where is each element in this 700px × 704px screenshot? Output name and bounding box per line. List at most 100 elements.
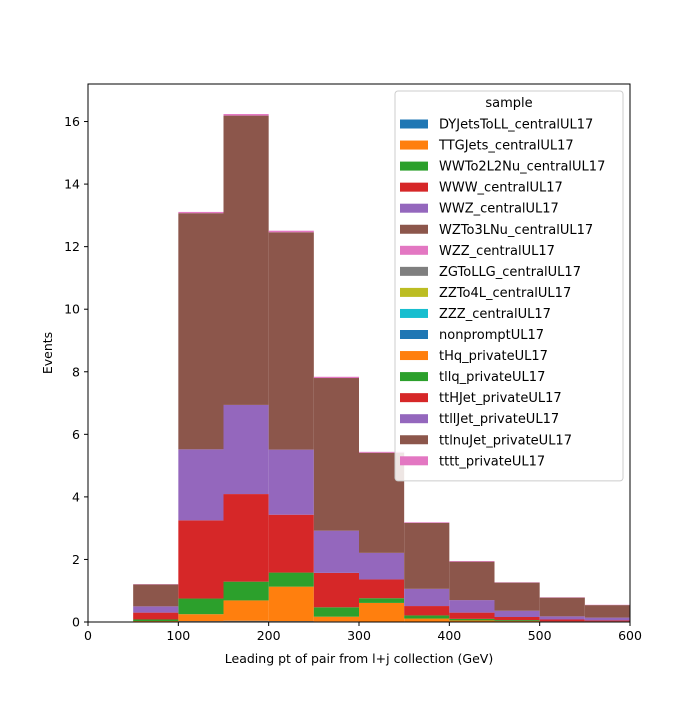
histogram-bar — [495, 583, 540, 611]
legend-swatch — [400, 246, 428, 255]
histogram-bar — [133, 584, 178, 606]
histogram-bar — [495, 611, 540, 617]
histogram-bar — [269, 587, 314, 621]
histogram-bar — [224, 600, 269, 620]
x-tick-label: 400 — [437, 628, 461, 643]
histogram-bar — [585, 605, 630, 618]
histogram-bar — [585, 618, 630, 621]
legend-swatch — [400, 414, 428, 423]
histogram-bar — [540, 598, 585, 617]
legend-swatch — [400, 435, 428, 444]
y-tick-label: 4 — [72, 489, 80, 504]
histogram-bar — [314, 607, 359, 616]
histogram-bar — [449, 561, 494, 562]
histogram-bar — [585, 620, 630, 621]
legend-swatch — [400, 309, 428, 318]
y-tick-label: 8 — [72, 364, 80, 379]
legend-entry-label: DYJetsToLL_centralUL17 — [439, 118, 593, 133]
legend-entry-label: WWZ_centralUL17 — [439, 202, 559, 217]
legend-entry-label: nonpromptUL17 — [439, 328, 544, 343]
histogram-bar — [404, 589, 449, 606]
histogram-bar — [359, 598, 404, 603]
legend-entry-label: ttlnuJet_privateUL17 — [439, 433, 572, 448]
legend-swatch — [400, 393, 428, 402]
histogram-bar — [224, 116, 269, 405]
histogram-bar — [495, 620, 540, 621]
histogram-bar — [314, 378, 359, 531]
histogram-bar — [359, 603, 404, 622]
legend-entry-label: tHq_privateUL17 — [439, 349, 548, 364]
histogram-bar — [404, 606, 449, 615]
histogram-bar — [449, 619, 494, 621]
legend-title: sample — [485, 96, 532, 111]
legend-swatch — [400, 120, 428, 129]
histogram-bar — [314, 377, 359, 378]
histogram-bar — [404, 615, 449, 618]
histogram-bar — [314, 573, 359, 607]
histogram-bar — [178, 614, 223, 621]
legend-entry-label: ZGToLLG_centralUL17 — [439, 265, 581, 280]
histogram-bar — [449, 562, 494, 600]
x-tick-label: 600 — [618, 628, 642, 643]
histogram-bar — [314, 531, 359, 573]
legend-swatch — [400, 372, 428, 381]
legend-entry-label: tttt_privateUL17 — [439, 454, 545, 469]
legend-entry-label: WZTo3LNu_centralUL17 — [439, 223, 593, 238]
y-tick-label: 2 — [72, 552, 80, 567]
legend-entry-label: TTGJets_centralUL17 — [438, 139, 574, 154]
legend-entry-label: ZZZ_centralUL17 — [439, 307, 551, 322]
legend-swatch — [400, 225, 428, 234]
y-tick-label: 12 — [64, 239, 80, 254]
histogram-bar — [359, 579, 404, 598]
legend-swatch — [400, 330, 428, 339]
legend-swatch — [400, 267, 428, 276]
legend-entry-label: ttHJet_privateUL17 — [439, 391, 562, 406]
x-tick-label: 0 — [84, 628, 92, 643]
histogram-bar — [133, 613, 178, 620]
legend-swatch — [400, 288, 428, 297]
histogram-bar — [404, 523, 449, 589]
legend-entry-label: ZZTo4L_centralUL17 — [439, 286, 571, 301]
legend-swatch — [400, 141, 428, 150]
histogram-bar — [359, 553, 404, 580]
legend: sample DYJetsToLL_centralUL17 TTGJets_cen… — [395, 91, 623, 481]
histogram-bar — [178, 212, 223, 213]
histogram-bar — [224, 405, 269, 494]
histogram-bar — [404, 619, 449, 622]
legend-entry-label: WZZ_centralUL17 — [439, 244, 555, 259]
legend-entry-label: ttllJet_privateUL17 — [439, 412, 559, 427]
x-tick-label: 200 — [257, 628, 281, 643]
histogram-bar — [178, 599, 223, 615]
histogram-bar — [178, 213, 223, 449]
histogram-bar — [133, 619, 178, 621]
y-axis-label: Events — [40, 332, 55, 374]
y-tick-label: 16 — [64, 114, 80, 129]
histogram-bar — [269, 231, 314, 233]
histogram-bar — [224, 582, 269, 601]
histogram-bar — [178, 520, 223, 598]
histogram-bar — [540, 616, 585, 619]
histogram-bar — [269, 232, 314, 449]
histogram-bar — [314, 617, 359, 622]
histogram-bar — [540, 619, 585, 621]
legend-swatch — [400, 456, 428, 465]
histogram-bar — [449, 600, 494, 613]
histogram-bar — [133, 606, 178, 612]
legend-swatch — [400, 183, 428, 192]
y-tick-label: 6 — [72, 427, 80, 442]
x-axis-label: Leading pt of pair from l+j collection (… — [225, 651, 493, 666]
x-tick-label: 300 — [347, 628, 371, 643]
legend-entry-label: tllq_privateUL17 — [439, 370, 545, 385]
legend-swatch — [400, 351, 428, 360]
histogram-bar — [269, 450, 314, 515]
legend-entry-label: WWW_centralUL17 — [439, 181, 563, 196]
x-tick-label: 100 — [166, 628, 190, 643]
histogram-bar — [269, 515, 314, 573]
y-tick-label: 14 — [64, 177, 80, 192]
histogram-bar — [495, 617, 540, 620]
histogram-bar — [449, 613, 494, 619]
histogram-bar — [404, 522, 449, 523]
